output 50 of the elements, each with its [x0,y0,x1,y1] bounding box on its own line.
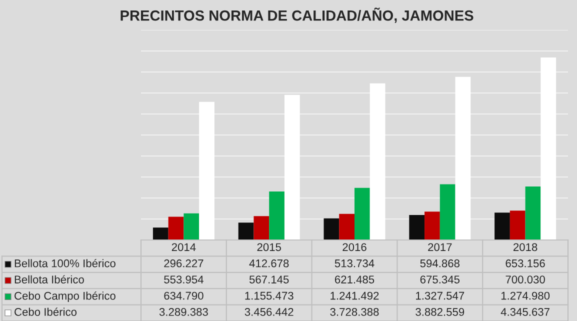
chart-title: PRECINTOS NORMA DE CALIDAD/AÑO, JAMONES [120,8,474,23]
bar [269,191,284,240]
data-label: 594.868 [420,259,460,268]
data-label: 513.734 [334,259,374,268]
data-label: 1.155.473 [245,292,294,300]
bar [339,214,354,240]
bar [324,218,340,240]
data-label: 634.790 [164,292,204,300]
bar [440,184,456,240]
bar [494,212,510,240]
data-label: 653.156 [506,259,545,268]
x-tick-label: 2016 [342,243,366,252]
bar [184,213,200,240]
data-label: 1.327.547 [416,292,464,300]
data-label: 553.954 [164,276,204,284]
data-label: 3.456.442 [244,308,294,316]
data-label: 3.289.383 [159,308,208,316]
x-tick-label: 2018 [514,243,538,252]
data-label: 296.227 [164,259,204,268]
x-tick-label: 2015 [257,243,281,252]
bar [152,228,168,240]
data-label: 1.274.980 [501,292,550,300]
bar [455,76,471,240]
bar [254,216,270,240]
bar [510,210,526,240]
bar [354,188,370,240]
legend-label: Bellota Ibérico [14,275,84,284]
data-label: 700.030 [506,276,545,284]
bar [540,57,556,240]
x-tick-label: 2014 [172,243,196,252]
data-label: 675.345 [420,276,460,284]
bar [284,94,300,240]
bar [424,212,440,240]
data-label: 567.145 [249,276,289,284]
bar [370,83,386,240]
data-label: 3.728.388 [330,308,379,316]
bar [168,216,184,240]
bar [199,102,214,240]
data-label: 3.882.559 [416,308,464,316]
data-label: 412.678 [249,259,289,268]
legend-label: Bellota 100% Ibérico [14,258,116,268]
data-label: 1.241.492 [330,292,379,300]
data-label: 4.345.637 [500,308,550,316]
data-label: 621.485 [334,276,374,284]
bar [238,222,254,240]
legend-label: Cebo Ibérico [14,308,77,316]
bar [525,186,541,240]
bar [409,215,425,240]
legend-label: Cebo Campo Ibérico [14,291,116,302]
x-tick-label: 2017 [428,243,452,252]
